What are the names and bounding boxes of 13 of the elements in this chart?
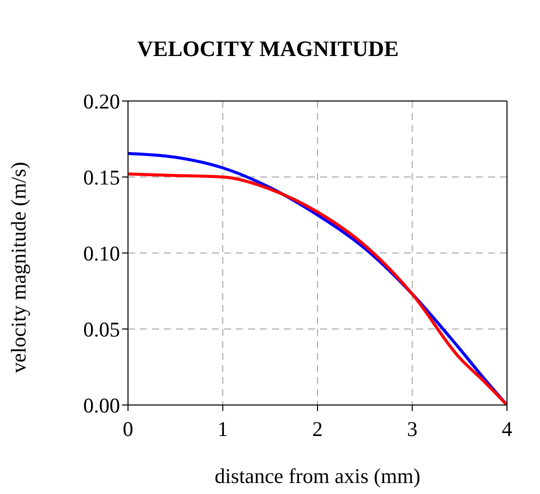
x-axis-title: distance from axis (mm): [214, 464, 420, 488]
x-tick-label: 3: [407, 416, 418, 441]
y-tick-label: 0.15: [83, 165, 120, 190]
y-tick-label: 0.10: [83, 241, 120, 266]
chart-title: VELOCITY MAGNITUDE: [136, 35, 400, 63]
y-tick-label: 0.05: [83, 317, 120, 342]
y-axis-title: velocity magnitude (m/s): [6, 162, 30, 373]
x-tick-label: 0: [122, 416, 134, 441]
x-tick-label: 2: [312, 416, 323, 441]
x-tick-label: 1: [218, 416, 228, 441]
y-tick-label: 0.20: [83, 89, 120, 114]
x-tick-label: 4: [502, 416, 513, 441]
y-tick-label: 0.00: [83, 393, 120, 418]
